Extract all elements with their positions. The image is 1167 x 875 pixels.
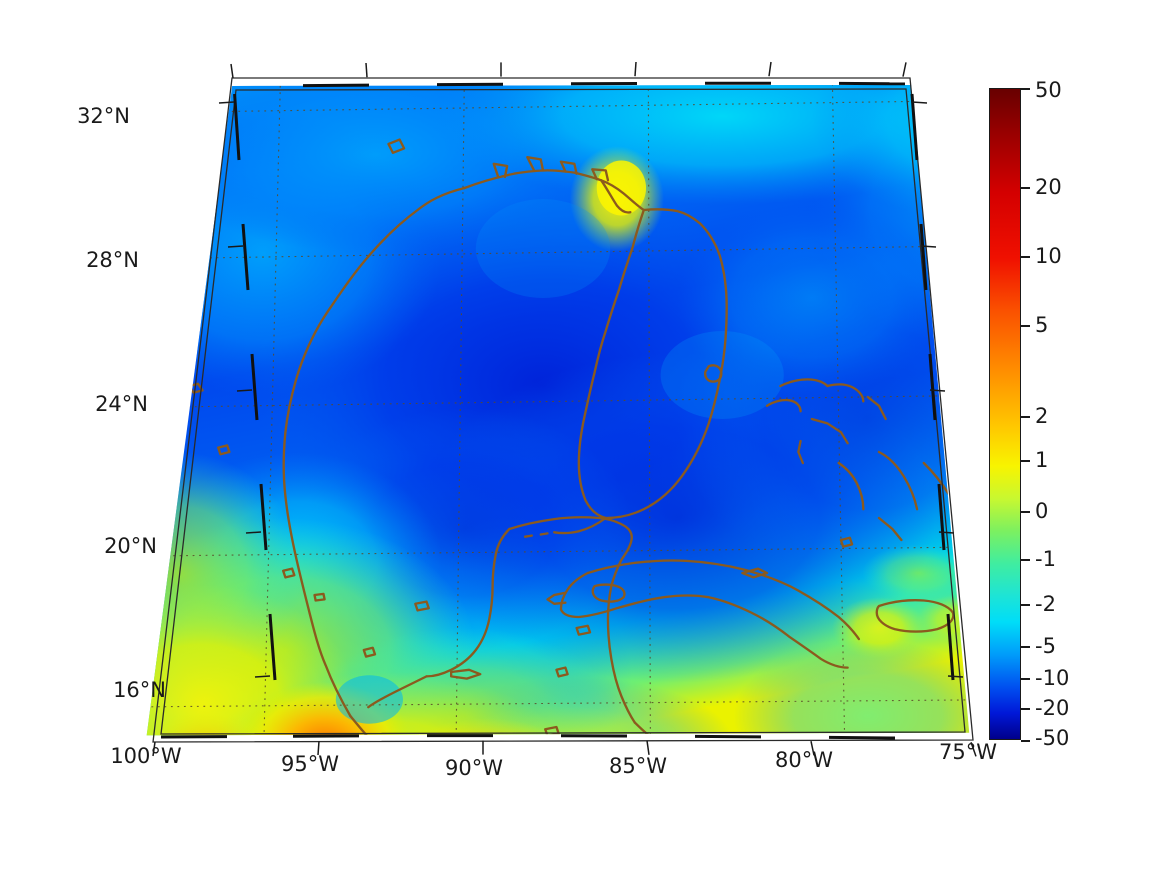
colorbar[interactable]: 50 20 10 5 2 1 0 -1 -2 -5 -10 -20 -50 bbox=[989, 78, 1069, 750]
colorbar-label-3: 5 bbox=[1035, 313, 1049, 337]
colorbar-label-7: -1 bbox=[1035, 547, 1056, 571]
colorbar-tick-6 bbox=[1021, 511, 1030, 513]
colorbar-tick-8 bbox=[1021, 604, 1030, 606]
x-tick-label-1: 95°W bbox=[281, 752, 339, 776]
colorbar-label-10: -10 bbox=[1035, 666, 1070, 690]
colorbar-label-2: 10 bbox=[1035, 244, 1062, 268]
y-tick-label-0: 32°N bbox=[77, 104, 130, 128]
colorbar-tick-11 bbox=[1021, 708, 1030, 710]
x-tick-label-2: 90°W bbox=[445, 756, 503, 780]
y-tick-label-2: 24°N bbox=[95, 392, 148, 416]
colorbar-label-9: -5 bbox=[1035, 634, 1056, 658]
x-tick-label-3: 85°W bbox=[609, 754, 667, 778]
map-clip-region bbox=[146, 84, 970, 736]
colorbar-tick-12 bbox=[1021, 740, 1030, 742]
x-tick-label-5: 75°W bbox=[939, 740, 997, 764]
colorbar-label-11: -20 bbox=[1035, 696, 1070, 720]
heatmap-field bbox=[146, 84, 970, 736]
x-tick-label-4: 80°W bbox=[775, 748, 833, 772]
colorbar-label-4: 2 bbox=[1035, 404, 1049, 428]
colorbar-label-12: -50 bbox=[1035, 726, 1070, 750]
y-tick-label-3: 20°N bbox=[104, 534, 157, 558]
colorbar-label-5: 1 bbox=[1035, 448, 1049, 472]
colorbar-label-6: 0 bbox=[1035, 499, 1049, 523]
colorbar-tick-10 bbox=[1021, 678, 1030, 680]
y-tick-label-4: 16°N bbox=[113, 678, 166, 702]
colorbar-tick-3 bbox=[1021, 325, 1030, 327]
colorbar-tick-9 bbox=[1021, 646, 1030, 648]
colorbar-tick-2 bbox=[1021, 256, 1030, 258]
y-tick-label-1: 28°N bbox=[86, 248, 139, 272]
map-plot-area[interactable] bbox=[145, 61, 977, 757]
colorbar-tick-5 bbox=[1021, 460, 1030, 462]
colorbar-label-0: 50 bbox=[1035, 78, 1062, 102]
x-tick-label-0: 100°W bbox=[110, 744, 182, 768]
colorbar-tick-7 bbox=[1021, 559, 1030, 561]
colorbar-label-8: -2 bbox=[1035, 592, 1056, 616]
colorbar-gradient bbox=[989, 88, 1021, 740]
colorbar-tick-1 bbox=[1021, 187, 1030, 189]
colorbar-label-1: 20 bbox=[1035, 175, 1062, 199]
colorbar-tick-0 bbox=[1021, 88, 1030, 90]
graticule-lines bbox=[146, 84, 970, 736]
colorbar-tick-4 bbox=[1021, 416, 1030, 418]
map-frame-border bbox=[152, 61, 977, 757]
